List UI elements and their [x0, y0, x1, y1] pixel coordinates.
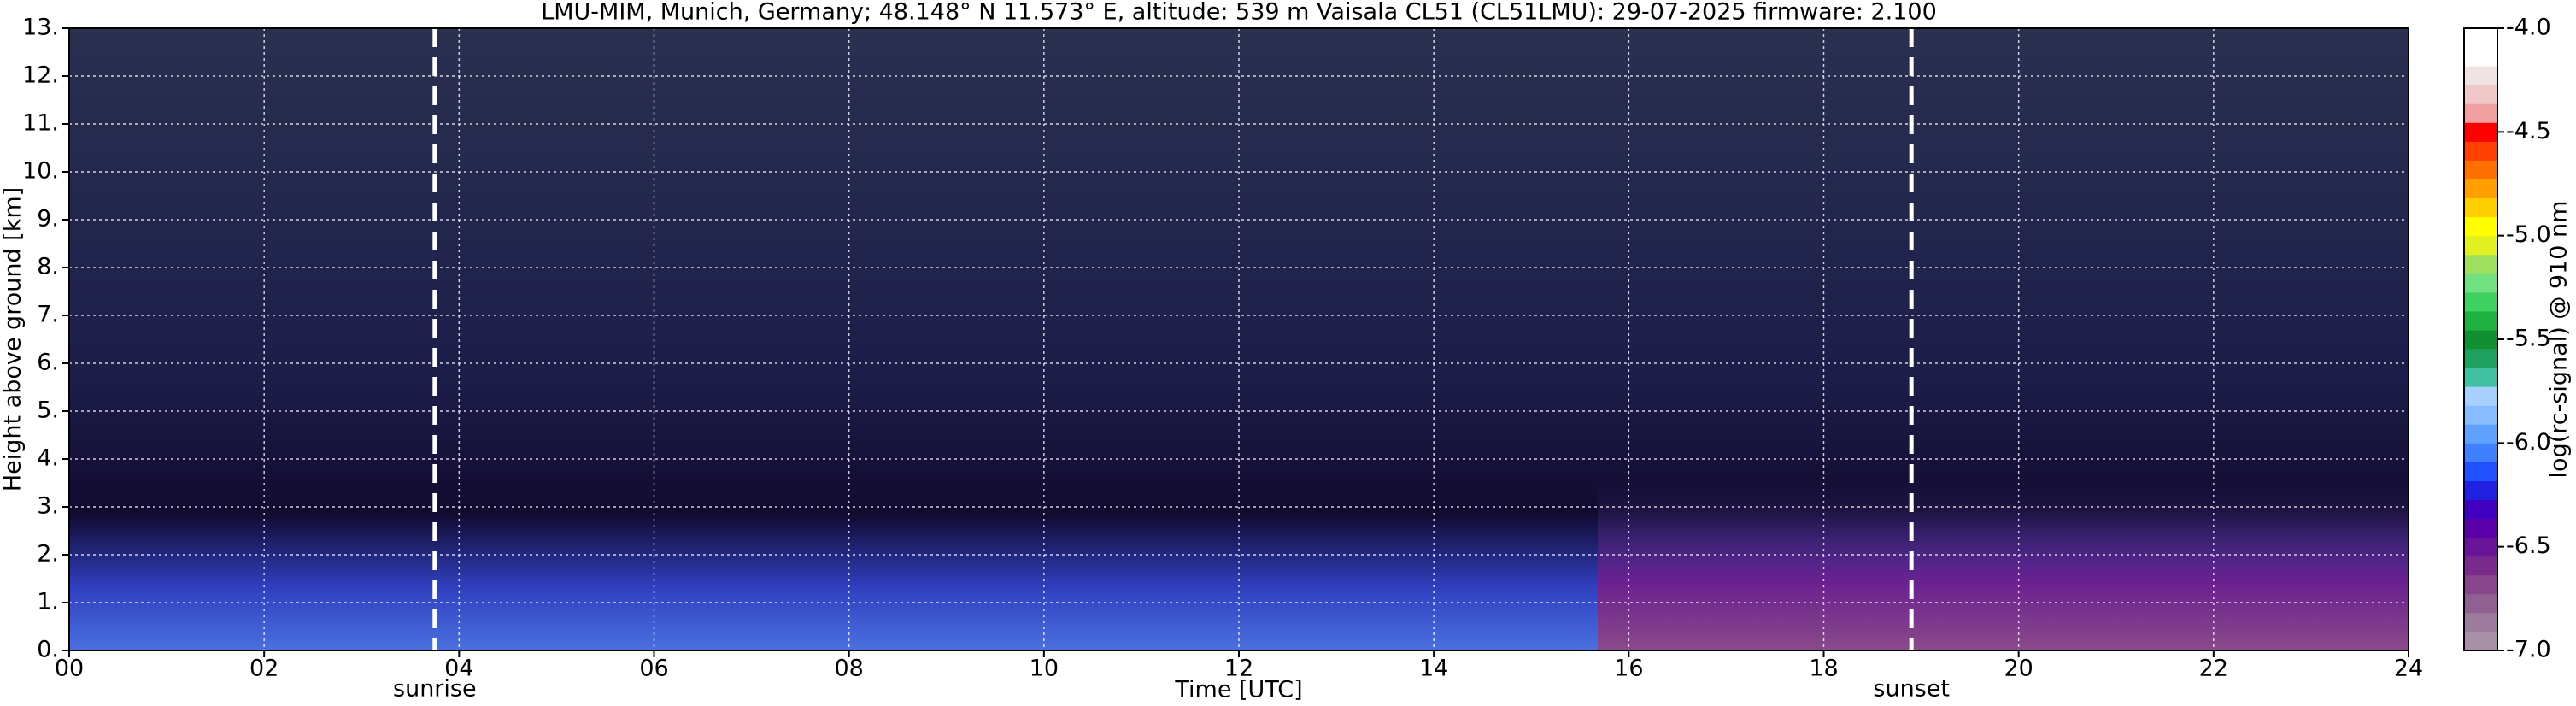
y-tick-label: 3. [37, 493, 59, 520]
plot-frame [68, 27, 2409, 651]
colorbar-band [2464, 310, 2497, 331]
colorbar-band [2464, 179, 2497, 199]
colorbar-band [2464, 612, 2497, 632]
colorbar-tick-label: -6.0 [2506, 429, 2551, 456]
x-tick-label: 18 [1809, 656, 1838, 682]
colorbar-tick-label: -7.0 [2506, 637, 2551, 663]
colorbar-band [2464, 291, 2497, 312]
colorbar-band [2464, 141, 2497, 161]
colorbar-band [2464, 160, 2497, 179]
x-tick-label: 14 [1419, 656, 1448, 682]
x-tick-label: 20 [2004, 656, 2033, 682]
x-tick-label: 10 [1030, 656, 1059, 682]
x-tick-label: 00 [55, 656, 84, 682]
colorbar-band [2464, 85, 2497, 104]
colorbar-band [2464, 574, 2497, 595]
colorbar-band [2464, 122, 2497, 142]
y-tick-label: 12. [22, 62, 59, 89]
colorbar-band [2464, 197, 2497, 218]
y-tick-label: 0. [37, 637, 59, 663]
chart-title: LMU-MIM, Munich, Germany; 48.148° N 11.5… [541, 0, 1937, 26]
colorbar-band [2464, 631, 2497, 651]
x-tick-label: 22 [2199, 656, 2228, 682]
colorbar-band [2464, 593, 2497, 614]
x-tick-label: 02 [249, 656, 279, 682]
y-tick-label: 6. [37, 350, 59, 376]
colorbar-band [2464, 480, 2497, 501]
colorbar-band [2464, 349, 2497, 368]
x-tick-label: 04 [444, 656, 473, 682]
y-tick-label: 2. [37, 541, 59, 568]
y-axis-label: Height above ground [km] [0, 187, 26, 491]
colorbar-band [2464, 329, 2497, 350]
colorbar-band [2464, 235, 2497, 256]
y-tick-label: 11. [22, 110, 59, 137]
colorbar-tick-label: -5.0 [2506, 221, 2551, 248]
colorbar-band [2464, 443, 2497, 462]
y-tick-label: 7. [37, 302, 59, 328]
y-tick-label: 1. [37, 589, 59, 615]
colorbar-band [2464, 273, 2497, 293]
colorbar-band [2464, 368, 2497, 387]
colorbar-band [2464, 499, 2497, 520]
colorbar-tick-label: -6.5 [2506, 532, 2551, 559]
colorbar-band [2464, 386, 2497, 406]
y-tick-label: 8. [37, 254, 59, 280]
colorbar-band [2464, 47, 2497, 67]
colorbar-tick-label: -4.5 [2506, 118, 2551, 144]
x-tick-label: 08 [834, 656, 863, 682]
annotation-label: sunrise [393, 676, 477, 703]
x-tick-label: 16 [1614, 656, 1643, 682]
colorbar-tick-label: -5.5 [2506, 326, 2551, 352]
colorbar-band [2464, 103, 2497, 123]
colorbar-band [2464, 556, 2497, 576]
colorbar-label: log(rc-signal) @ 910 nm [2546, 201, 2573, 479]
x-tick-label: 12 [1224, 656, 1253, 682]
y-tick-label: 5. [37, 397, 59, 424]
colorbar-band [2464, 537, 2497, 557]
colorbar-band [2464, 462, 2497, 481]
x-tick-label: 06 [639, 656, 668, 682]
y-tick-label: 4. [37, 445, 59, 472]
colorbar-band [2464, 254, 2497, 274]
plot-shading [1598, 479, 2409, 650]
colorbar-band [2464, 216, 2497, 237]
colorbar-band [2464, 405, 2497, 425]
x-axis-label: Time [UTC] [1174, 677, 1302, 703]
y-tick-label: 13. [22, 15, 59, 41]
colorbar-band [2464, 66, 2497, 85]
colorbar-band [2464, 424, 2497, 444]
y-tick-label: 10. [22, 158, 59, 185]
colorbar-band [2464, 28, 2497, 48]
colorbar-band [2464, 518, 2497, 538]
annotation-label: sunset [1873, 676, 1950, 703]
x-tick-label: 24 [2394, 656, 2423, 682]
y-tick-label: 9. [37, 206, 59, 232]
colorbar-tick-label: -4.0 [2506, 15, 2551, 41]
